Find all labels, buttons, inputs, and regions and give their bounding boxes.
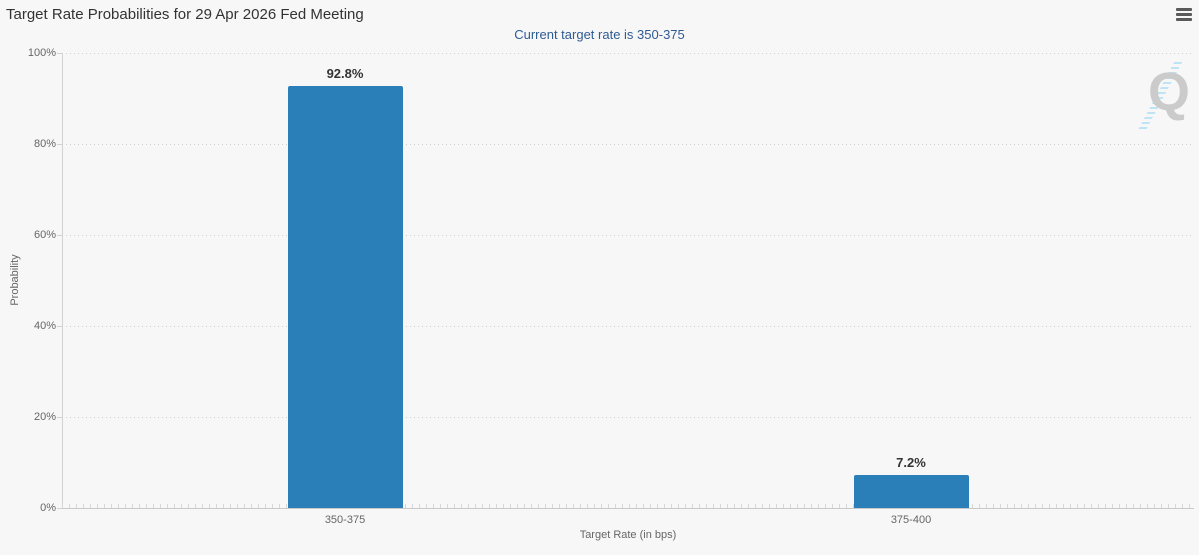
y-gridline [62,326,1194,327]
chart-subtitle: Current target rate is 350-375 [514,27,685,42]
watermark-q-logo-icon: Q [1148,62,1191,122]
y-axis-tick [57,326,62,327]
bar-350-375[interactable] [288,86,403,508]
hamburger-menu-icon [1176,13,1192,16]
bar-375-400[interactable] [854,475,969,508]
y-axis-label: 40% [33,320,56,332]
y-gridline [62,235,1194,236]
x-axis-category-label: 375-400 [890,514,932,526]
hamburger-menu-icon [1176,18,1192,21]
y-axis-label: 20% [33,411,56,423]
y-gridline [62,53,1194,54]
y-axis-tick [57,235,62,236]
y-axis-label: 0% [40,502,56,514]
y-axis-tick [57,53,62,54]
y-gridline [62,144,1194,145]
chart-title: Target Rate Probabilities for 29 Apr 202… [6,6,364,23]
hamburger-menu-icon [1176,8,1192,11]
bar-value-label: 92.8% [326,66,364,81]
y-axis-tick [57,417,62,418]
y-axis-line [62,53,63,508]
y-axis-title: Probability [9,254,21,306]
bar-value-label: 7.2% [896,455,926,470]
quikstrike-watermark: Q [1124,55,1199,137]
x-axis-category-label: 350-375 [324,514,366,526]
chart-context-menu-button[interactable] [1176,8,1192,21]
y-axis-tick [57,144,62,145]
x-axis-line [62,508,1194,509]
y-axis-label: 80% [33,138,56,150]
x-axis-minor-ticks [62,504,1194,508]
y-gridline [62,417,1194,418]
x-axis-title: Target Rate (in bps) [579,529,677,541]
y-axis-label: 100% [27,47,56,59]
y-axis-label: 60% [33,229,56,241]
y-axis-tick [57,508,62,509]
